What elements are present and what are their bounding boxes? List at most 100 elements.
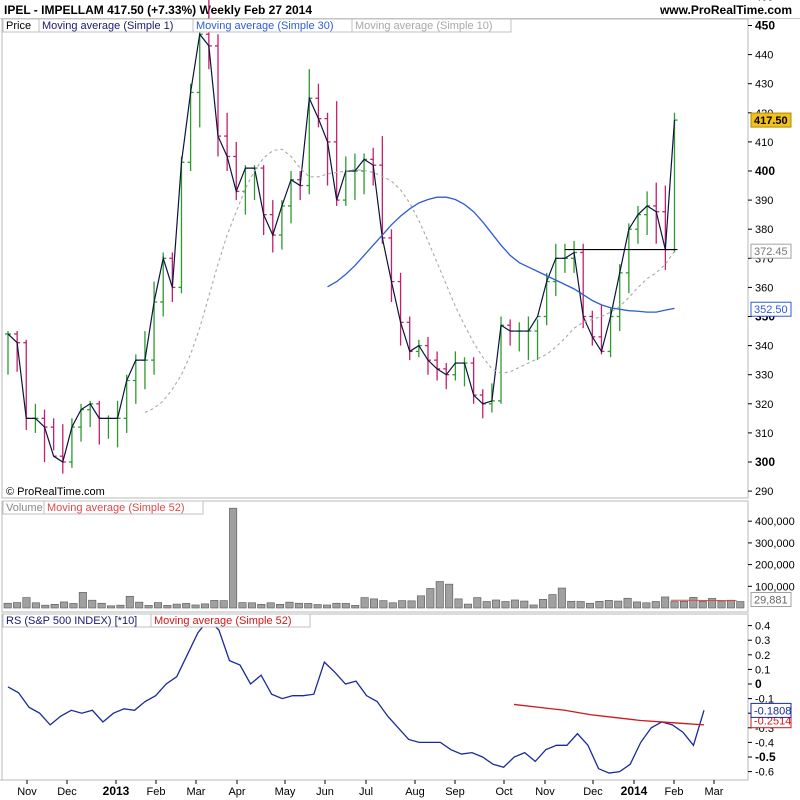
- time-tick-label: Sep: [445, 786, 465, 798]
- volume-bar: [144, 605, 153, 609]
- legends: Price Moving average (Simple 1) Moving ave…: [2, 18, 512, 628]
- time-tick-label: Aug: [405, 786, 425, 798]
- volume-bar: [172, 603, 181, 609]
- rs-tick-label: -0.5: [755, 750, 776, 764]
- svg-text:Moving average (Simple 52): Moving average (Simple 52): [47, 502, 185, 514]
- price-tick-label: 300: [755, 455, 775, 469]
- price-legend-0[interactable]: Price: [2, 18, 40, 33]
- volume-bar: [388, 602, 397, 609]
- volume-bar: [426, 588, 435, 609]
- volume-bar: [661, 596, 670, 609]
- volume-bar: [736, 601, 745, 609]
- time-tick-label: Mar: [187, 786, 206, 798]
- price-tick-label: 380: [755, 224, 773, 236]
- volume-bar: [529, 604, 538, 609]
- volume-bar: [229, 507, 238, 609]
- volume-bar: [247, 602, 256, 609]
- volume-bar: [698, 600, 707, 609]
- volume-bar: [3, 602, 12, 609]
- svg-text:417.50: 417.50: [754, 115, 788, 127]
- volume-bar: [501, 601, 510, 609]
- time-tick-label: Feb: [147, 786, 166, 798]
- rs-tick-label: 0.4: [755, 621, 770, 633]
- volume-bar: [492, 599, 501, 609]
- svg-text:RS (S&P 500 INDEX) [*10]: RS (S&P 500 INDEX) [*10]: [6, 615, 137, 627]
- volume-bar: [586, 602, 595, 609]
- svg-text:352.50: 352.50: [754, 304, 788, 316]
- axis-tags: 417.50 372.45 352.50 29,881 -0.2514-0.1808: [750, 112, 792, 729]
- volume-bar: [163, 605, 172, 609]
- rs-legend-0[interactable]: RS (S&P 500 INDEX) [*10]: [2, 613, 152, 628]
- price-tick-label: 290: [755, 486, 773, 498]
- price-tick-label: 400: [755, 164, 775, 178]
- volume-legend-0[interactable]: Volume: [2, 500, 45, 515]
- ma10-line: [144, 148, 675, 414]
- price-legend-1[interactable]: Moving average (Simple 1): [38, 18, 194, 33]
- volume-bar: [689, 597, 698, 609]
- volume-bar: [294, 602, 303, 609]
- volume-bar: [238, 602, 247, 609]
- svg-text:Volume: Volume: [6, 502, 43, 514]
- ma1-line: [7, 32, 676, 463]
- rs-line: [7, 618, 705, 774]
- volume-bar: [557, 587, 566, 609]
- volume-tick-label: 300,000: [755, 538, 795, 550]
- site-link[interactable]: www.ProRealTime.com: [659, 3, 792, 17]
- volume-bar: [219, 600, 228, 609]
- price-tick-label: 320: [755, 399, 773, 411]
- rs-tick-label: -0.1: [755, 694, 774, 706]
- volume-tag: 29,881: [750, 592, 792, 608]
- time-tick-label: Nov: [535, 786, 555, 798]
- time-axis: Nov Dec 2013 Feb Mar Apr May Jun Jul Aug Sep Oct Nov…: [17, 780, 724, 798]
- volume-bar: [726, 599, 735, 609]
- price-tick-label: 450: [755, 19, 775, 33]
- volume-bar: [651, 601, 660, 609]
- svg-text:-0.1808: -0.1808: [754, 705, 791, 717]
- rs-tick-label: 0.2: [755, 650, 770, 662]
- watermark: © ProRealTime.com: [6, 486, 105, 498]
- volume-bar: [548, 594, 557, 609]
- volume-legend-1[interactable]: Moving average (Simple 52): [43, 500, 204, 515]
- price-legend-3[interactable]: Moving average (Simple 10): [351, 18, 512, 33]
- svg-text:29,881: 29,881: [754, 595, 788, 607]
- time-tick-label: 2014: [621, 784, 648, 798]
- volume-bar: [632, 601, 641, 609]
- volume-tick-label: 100,000: [755, 581, 795, 593]
- ma30-line: [327, 196, 675, 313]
- volume-bar: [313, 604, 322, 609]
- volume-bar: [257, 604, 266, 609]
- volume-bar: [604, 600, 613, 609]
- volume-bar: [116, 604, 125, 609]
- svg-text:Price: Price: [6, 20, 31, 32]
- volume-bar: [69, 603, 78, 609]
- volume-bar: [398, 600, 407, 609]
- rs-tick-label: -0.6: [755, 767, 774, 779]
- volume-bar: [304, 603, 313, 609]
- time-tick-label: Jun: [316, 786, 334, 798]
- volume-bar: [88, 599, 97, 609]
- volume-bar: [107, 605, 116, 609]
- symbol-title: IPEL - IMPELLAM 417.50 (+7.33%) Weekly F…: [4, 3, 313, 17]
- volume-bar: [708, 598, 717, 609]
- price-tick-label: 460: [755, 0, 773, 3]
- rs-panel: 0.40.30.20.10-0.1-0.2-0.3-0.4-0.5-0.6: [7, 618, 776, 779]
- time-tick-label: Mar: [705, 786, 724, 798]
- rs-legend-1[interactable]: Moving average (Simple 52): [150, 613, 311, 628]
- price-overlays: [7, 32, 678, 463]
- volume-bar: [473, 597, 482, 609]
- volume-bar: [407, 600, 416, 609]
- price-legend-2[interactable]: Moving average (Simple 30): [192, 18, 353, 33]
- volume-bar: [97, 602, 106, 609]
- last-price-tag: 417.50: [750, 112, 792, 128]
- volume-bar: [200, 603, 209, 609]
- volume-bar: [614, 600, 623, 609]
- volume-bar: [31, 602, 40, 609]
- price-tick-label: 410: [755, 137, 773, 149]
- price-tick-label: 330: [755, 370, 773, 382]
- volume-bar: [670, 601, 679, 609]
- time-tick-label: Dec: [583, 786, 603, 798]
- chart-header: IPEL - IMPELLAM 417.50 (+7.33%) Weekly F…: [0, 0, 800, 19]
- volume-bar: [679, 600, 688, 609]
- volume-bar: [323, 604, 332, 609]
